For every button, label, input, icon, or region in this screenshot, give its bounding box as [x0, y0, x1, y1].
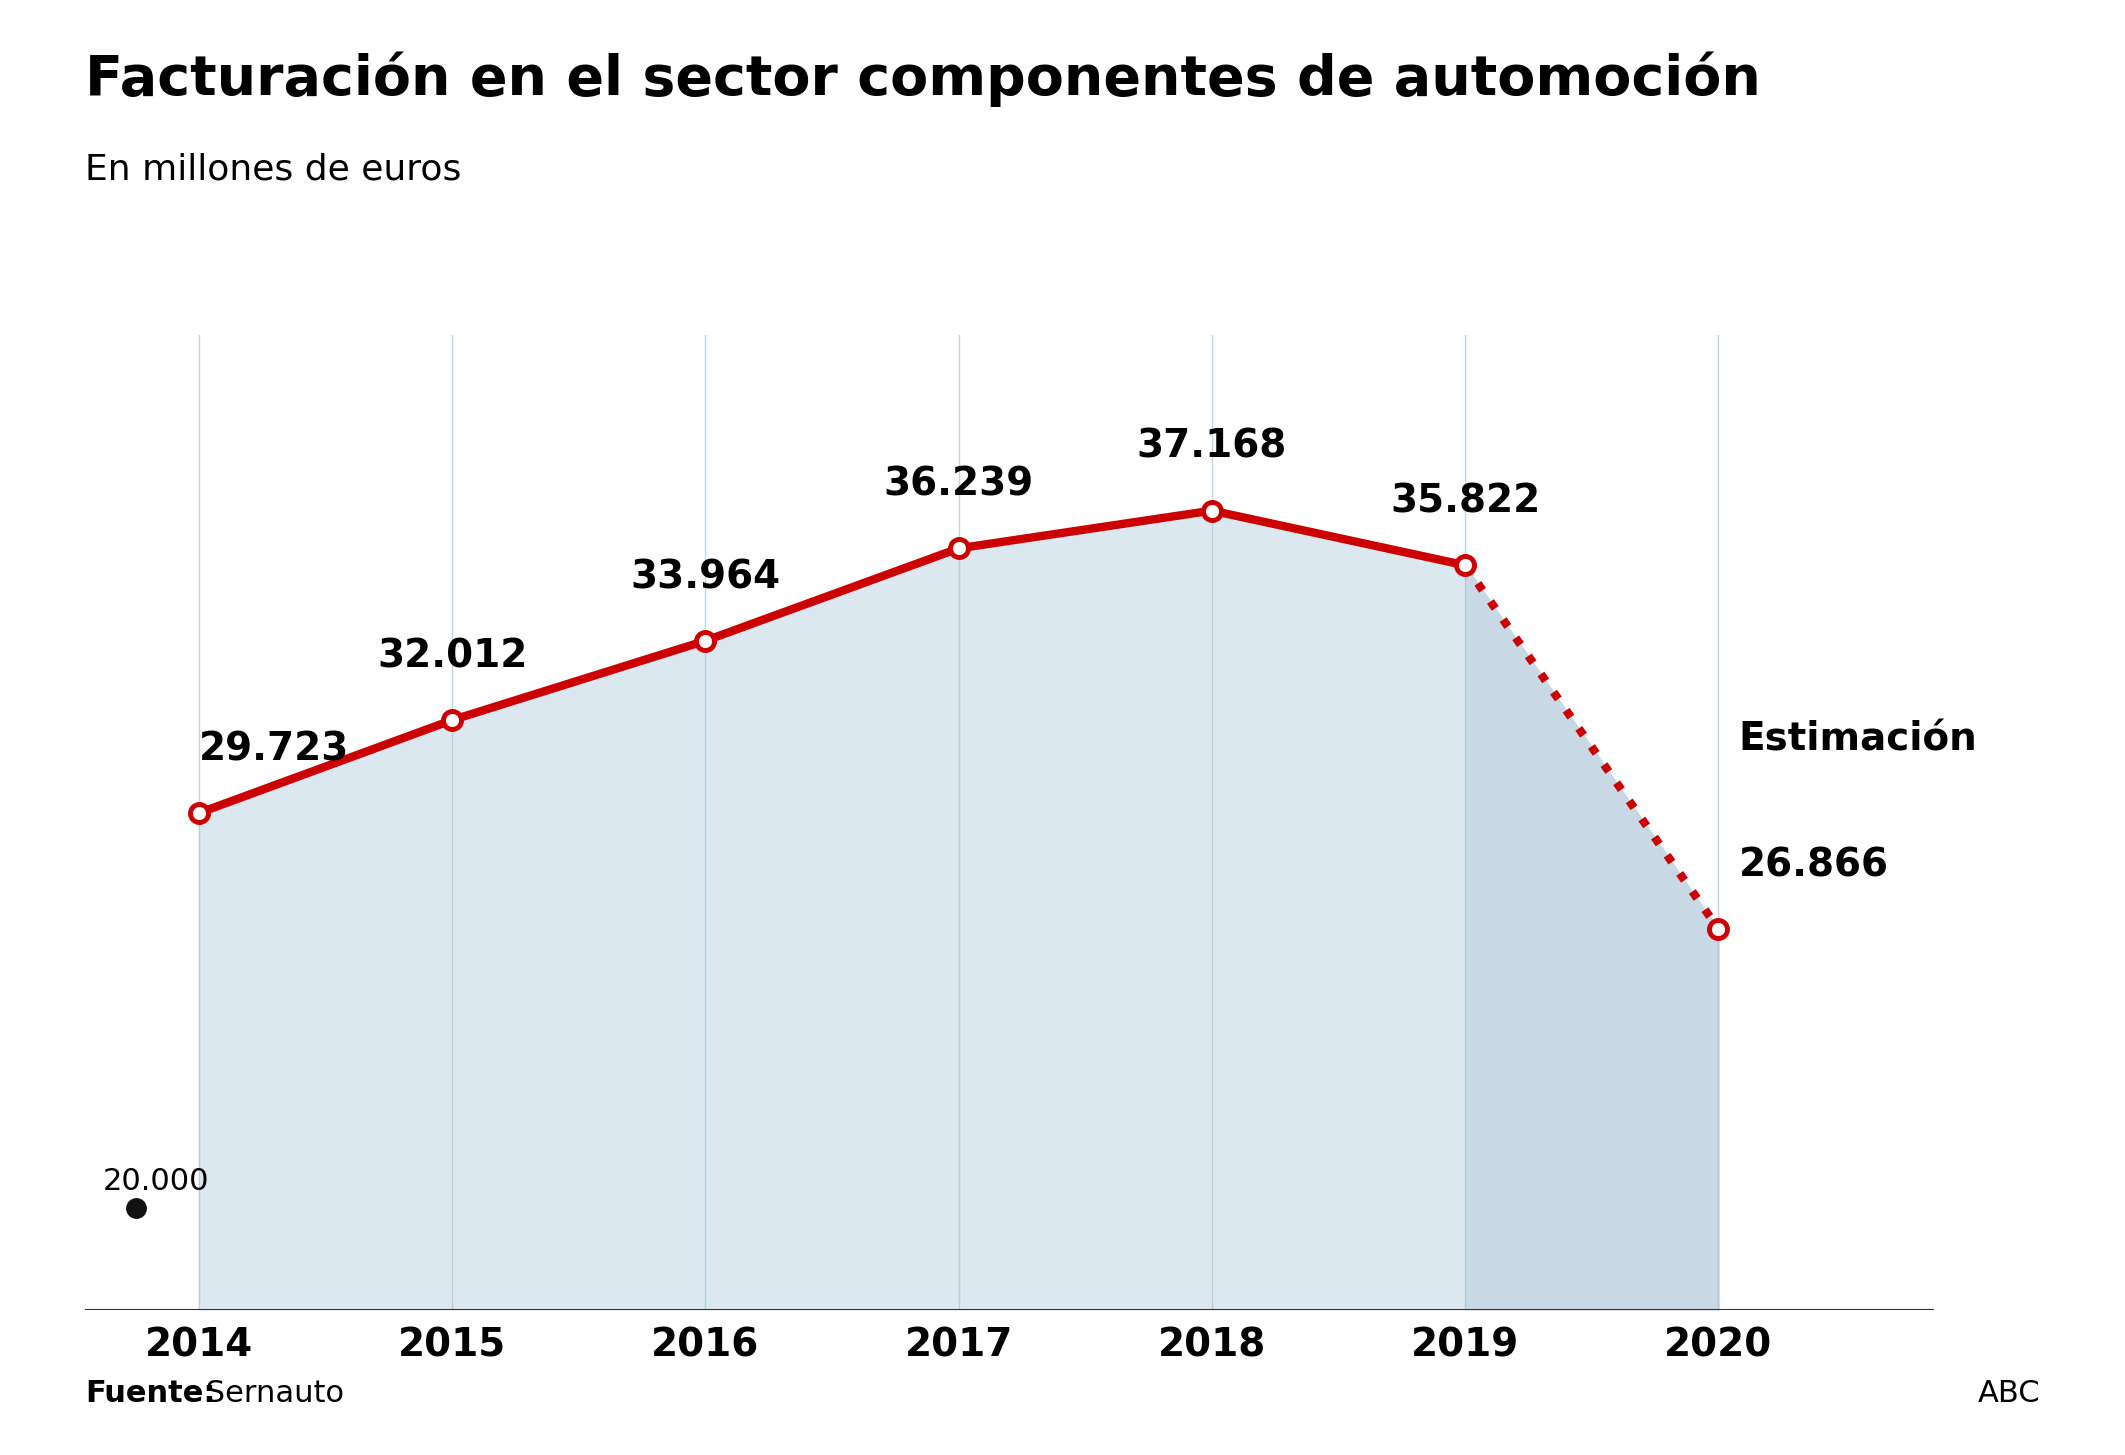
Text: Facturación en el sector componentes de automoción: Facturación en el sector componentes de … [85, 51, 1762, 106]
Text: 35.822: 35.822 [1390, 483, 1541, 521]
Text: 29.723: 29.723 [200, 730, 348, 768]
Text: 33.964: 33.964 [631, 559, 780, 597]
Text: En millones de euros: En millones de euros [85, 153, 461, 186]
Text: 26.866: 26.866 [1738, 847, 1889, 885]
Text: 37.168: 37.168 [1137, 428, 1288, 466]
Text: 36.239: 36.239 [884, 466, 1035, 503]
Text: Estimación: Estimación [1738, 720, 1978, 758]
Text: ABC: ABC [1978, 1379, 2040, 1408]
Text: 20.000: 20.000 [102, 1167, 208, 1196]
Text: 32.012: 32.012 [376, 637, 527, 675]
Text: Fuente:: Fuente: [85, 1379, 215, 1408]
Text: Sernauto: Sernauto [196, 1379, 344, 1408]
